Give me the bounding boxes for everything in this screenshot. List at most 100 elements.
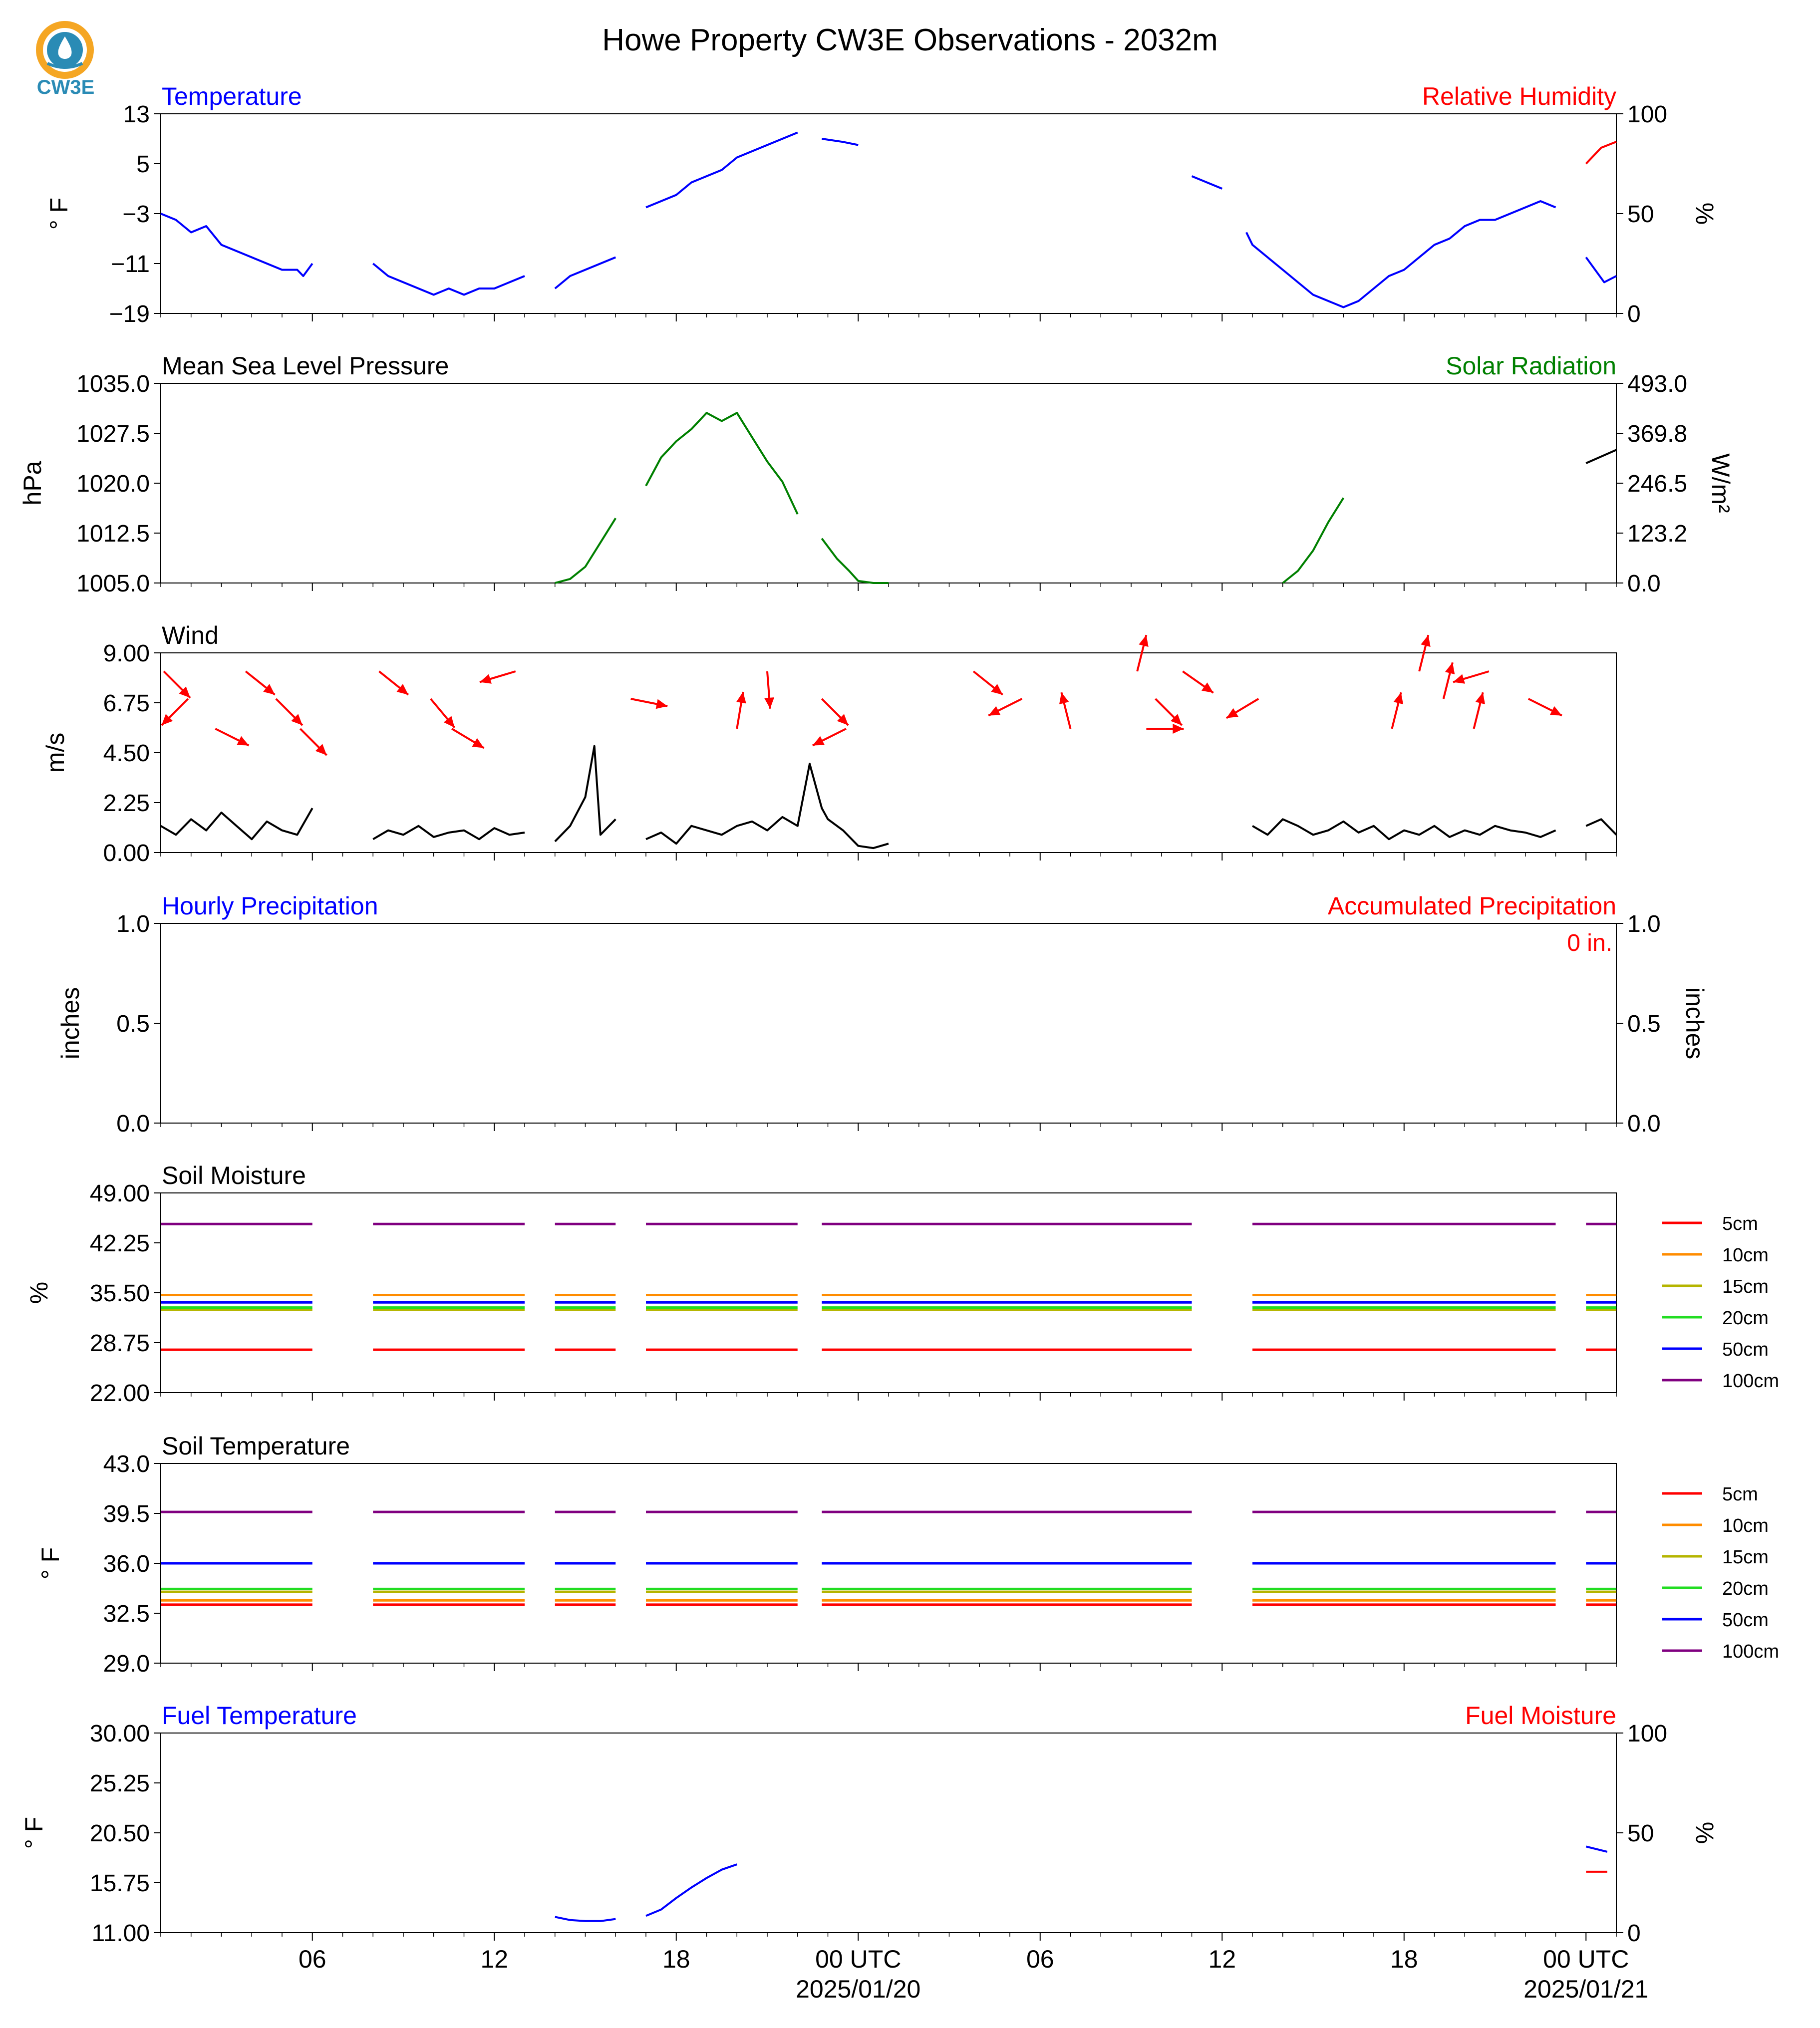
y-tick-label: 11.00 [91,1920,150,1947]
panel-title-right: Accumulated Precipitation [1328,892,1616,920]
y-tick-label: 36.0 [103,1551,150,1577]
wind-arrow-head-icon [472,738,484,748]
wind-arrow-head-icon [988,706,1001,716]
wind-arrow-head-icon [443,716,455,728]
legend-label: 20cm [1722,1578,1769,1599]
legend-label: 5cm [1722,1484,1758,1505]
y-tick-label: 2.25 [103,790,150,817]
y-axis-label: m/s [41,733,69,773]
y-right-tick-label: 493.0 [1627,371,1687,397]
legend-label: 10cm [1722,1245,1769,1266]
y-right-tick-label: 0.0 [1627,571,1661,597]
legend-label: 50cm [1722,1610,1769,1631]
wind-arrow-head-icon [396,684,408,695]
plot-frame-temp_rh [160,113,1617,314]
y-tick-label: 15.75 [90,1870,150,1897]
legend-label: 5cm [1722,1213,1758,1234]
x-tick-label: 06 [299,1945,326,1973]
wind-arrow-head-icon [291,714,303,726]
legend-label: 10cm [1722,1515,1769,1536]
series-line-blue [555,1845,1608,1922]
x-tick-label: 18 [662,1945,690,1973]
y-tick-label: 4.50 [103,740,150,767]
wind-arrow-head-icon [1421,635,1431,647]
wind-arrow-head-icon [1475,692,1486,705]
y-tick-label: 1035.0 [76,371,150,397]
y-right-tick-label: 100 [1627,101,1667,128]
logo-emblem-icon [36,21,94,79]
plot-frame-wind [160,652,1617,853]
y-right-tick-label: 100 [1627,1721,1667,1747]
wind-arrow-head-icon [1453,674,1465,684]
series-line-blue [160,131,1617,308]
y-tick-label: 13 [123,101,150,128]
y-tick-label: −19 [109,301,150,327]
legend-label: 100cm [1722,1371,1779,1392]
y-right-axis-label: inches [1681,987,1709,1060]
wind-arrow-head-icon [1171,714,1182,726]
series-line-black [1585,449,1617,464]
y-tick-label: 35.50 [90,1280,150,1307]
panel-title-left: Fuel Temperature [162,1702,357,1730]
wind-arrow-head-icon [837,714,849,726]
y-tick-label: 20.50 [90,1820,150,1847]
x-date-label: 2025/01/21 [1523,1975,1648,2003]
y-right-axis-label: % [1691,203,1719,225]
wind-arrow-head-icon [179,686,191,698]
y-right-tick-label: 0.5 [1627,1011,1661,1037]
y-tick-label: 25.25 [90,1770,150,1797]
legend-label: 15cm [1722,1276,1769,1297]
wind-arrow-head-icon [1139,635,1149,647]
x-tick-label: 12 [1208,1945,1236,1973]
wind-arrow-head-icon [1226,708,1238,718]
wind-arrow-head-icon [237,736,249,746]
y-tick-label: 1005.0 [76,571,150,597]
panel-title-right: Fuel Moisture [1465,1702,1616,1730]
panel-title-left: Temperature [162,82,302,110]
x-tick-label: 06 [1026,1945,1054,1973]
wind-arrow-head-icon [1173,724,1184,734]
y-tick-label: 29.0 [103,1651,150,1677]
y-tick-label: −3 [122,201,150,228]
legend-label: 50cm [1722,1339,1769,1360]
y-tick-label: 1027.5 [76,421,150,447]
wind-arrow-head-icon [1059,692,1069,705]
x-tick-label: 00 UTC [815,1945,901,1973]
series-line-black [160,745,1617,850]
y-axis-label: ° F [36,1547,64,1579]
plot-frame-precip [160,923,1617,1124]
legend-label: 15cm [1722,1547,1769,1568]
wind-arrow-head-icon [1393,692,1404,705]
y-right-tick-label: 369.8 [1627,421,1687,447]
y-tick-label: 39.5 [103,1501,150,1527]
series-line-red [1585,141,1617,165]
panel-title-left: Wind [162,621,219,649]
y-right-tick-label: 50 [1627,1820,1654,1847]
wind-arrow-head-icon [1445,662,1455,675]
y-axis-label: % [25,1282,53,1304]
x-tick-label: 12 [480,1945,508,1973]
y-tick-label: 0.0 [116,1111,150,1137]
series-line-green [555,413,1616,583]
y-tick-label: 9.00 [103,640,150,667]
wind-arrow-head-icon [655,699,668,709]
y-tick-label: 0.5 [116,1011,150,1037]
y-right-tick-label: 1.0 [1627,911,1661,937]
y-tick-label: 28.75 [90,1330,150,1357]
panel-title-left: Soil Moisture [162,1161,306,1189]
y-tick-label: 6.75 [103,690,150,717]
y-right-tick-label: 50 [1627,201,1654,228]
y-right-tick-label: 246.5 [1627,471,1687,497]
page-title: Howe Property CW3E Observations - 2032m [602,23,1218,57]
wind-arrow-head-icon [812,736,825,746]
y-tick-label: 1012.5 [76,521,150,547]
wind-arrow-head-icon [1549,706,1562,716]
wind-arrow-head-icon [764,697,775,709]
wind-arrow-head-icon [736,692,746,704]
legend-label: 100cm [1722,1641,1779,1662]
y-right-axis-label: W/m² [1707,453,1735,513]
y-tick-label: −11 [111,251,150,278]
y-tick-label: 30.00 [90,1721,150,1747]
panel-title-left: Hourly Precipitation [162,892,378,920]
